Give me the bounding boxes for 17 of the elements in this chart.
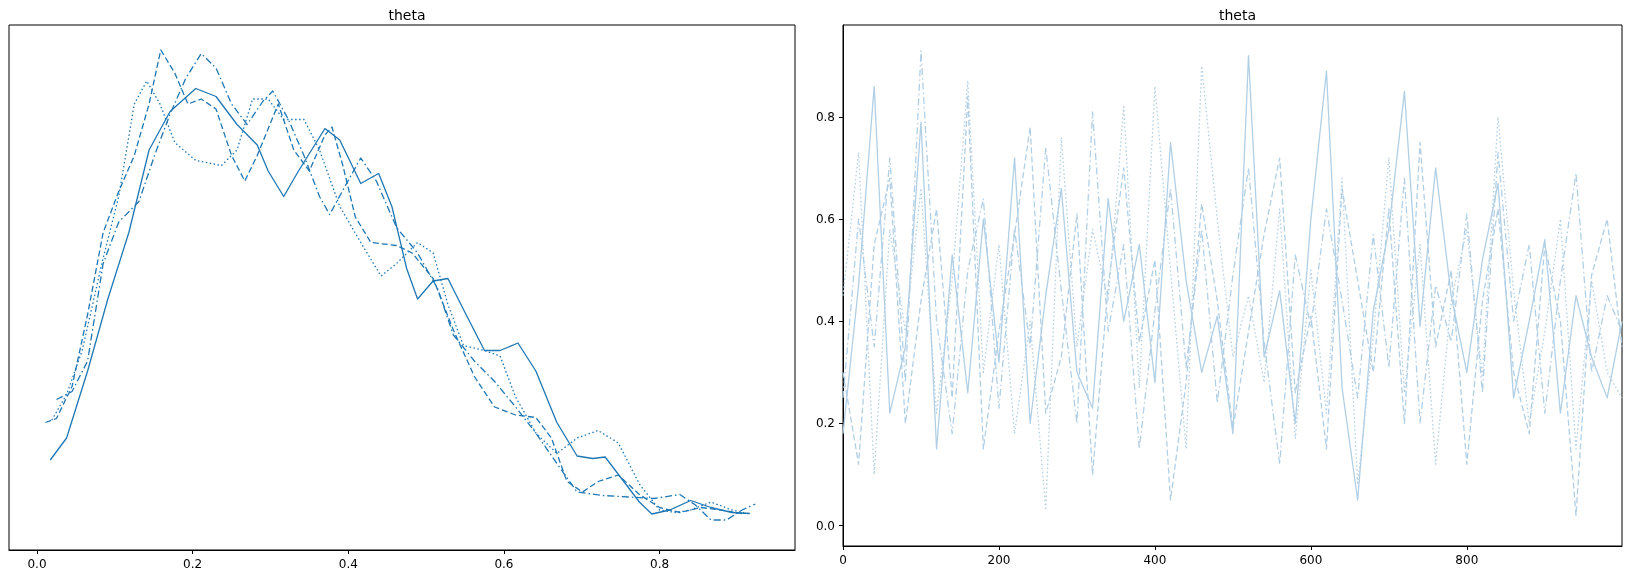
x-tick-label: 0.2 xyxy=(183,557,203,571)
x-tick-label: 0.6 xyxy=(494,557,514,571)
y-tick-label: 0.6 xyxy=(815,212,835,227)
x-tick-label: 0 xyxy=(839,553,847,567)
y-tick-label: 0.0 xyxy=(815,518,835,533)
x-tick-label: 600 xyxy=(1299,553,1323,567)
x-tick-label: 400 xyxy=(1143,553,1167,567)
x-tick-label: 0.8 xyxy=(650,557,670,571)
x-tick-label: 0.4 xyxy=(338,557,358,571)
y-tick-label: 0.2 xyxy=(815,416,835,431)
y-tick-label: 0.4 xyxy=(815,314,835,329)
chart-title: theta xyxy=(388,7,426,23)
chart-title: theta xyxy=(1218,7,1257,23)
x-tick-label: 0.0 xyxy=(27,557,47,571)
y-tick-label: 0.8 xyxy=(815,109,835,124)
x-tick-label: 800 xyxy=(1455,553,1479,567)
x-tick-label: 200 xyxy=(987,553,1011,567)
